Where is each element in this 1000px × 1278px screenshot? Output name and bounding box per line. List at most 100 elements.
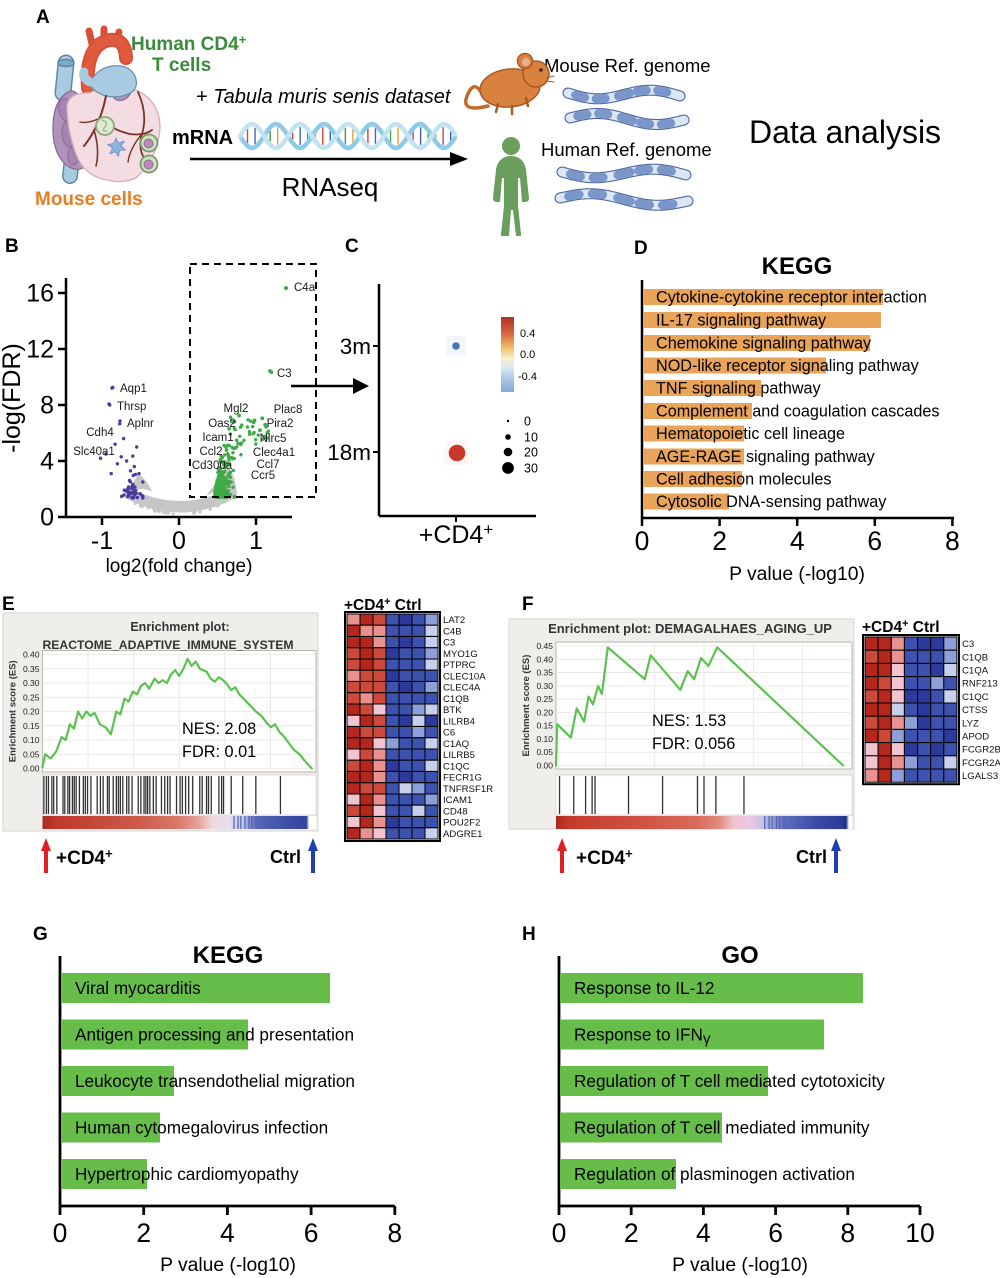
- svg-text:0.35: 0.35: [536, 668, 553, 678]
- svg-text:Human Ref. genome: Human Ref. genome: [541, 139, 712, 160]
- svg-text:B: B: [5, 236, 19, 257]
- svg-text:C1AQ: C1AQ: [443, 739, 469, 750]
- svg-text:Icam1: Icam1: [202, 432, 233, 444]
- svg-text:GO: GO: [721, 942, 758, 969]
- svg-text:Data analysis: Data analysis: [749, 114, 941, 150]
- svg-text:NOD-like receptor signaling pa: NOD-like receptor signaling pathway: [656, 357, 920, 375]
- svg-text:RNAseq: RNAseq: [282, 172, 379, 202]
- svg-text:MYO1G: MYO1G: [443, 649, 478, 660]
- svg-text:20: 20: [524, 446, 538, 460]
- svg-text:0.05: 0.05: [23, 749, 40, 759]
- svg-text:+CD4+: +CD4+: [56, 846, 113, 869]
- svg-text:Regulation of T cell mediated: Regulation of T cell mediated immunity: [574, 1118, 870, 1138]
- svg-text:+CD4+: +CD4+: [419, 520, 494, 549]
- svg-text:FCGR2B: FCGR2B: [962, 745, 1000, 756]
- svg-text:P value (-log10): P value (-log10): [729, 564, 865, 585]
- svg-text:Ccr5: Ccr5: [251, 470, 275, 482]
- svg-text:Clec4a1: Clec4a1: [253, 447, 295, 459]
- svg-text:Enrichment score (ES): Enrichment score (ES): [521, 655, 532, 757]
- svg-text:Ctrl: Ctrl: [796, 847, 827, 867]
- svg-text:-log(FDR): -log(FDR): [0, 343, 26, 453]
- svg-text:0.40: 0.40: [23, 650, 40, 660]
- svg-text:30: 30: [524, 462, 538, 476]
- svg-text:0: 0: [552, 1218, 567, 1248]
- svg-text:0.4: 0.4: [520, 328, 535, 340]
- svg-text:Response to IL-12: Response to IL-12: [574, 978, 714, 998]
- svg-text:KEGG: KEGG: [193, 942, 264, 969]
- svg-text:FECR1G: FECR1G: [443, 773, 482, 784]
- svg-text:0.30: 0.30: [23, 678, 40, 688]
- svg-text:0.30: 0.30: [536, 681, 553, 691]
- svg-text:6: 6: [867, 526, 882, 556]
- svg-text:CLEC4A: CLEC4A: [443, 683, 481, 694]
- svg-text:4: 4: [790, 526, 805, 556]
- svg-text:FDR: 0.056: FDR: 0.056: [652, 735, 735, 753]
- svg-text:LGALS3: LGALS3: [962, 771, 998, 782]
- svg-text:Mouse Ref. genome: Mouse Ref. genome: [544, 55, 711, 76]
- svg-text:6: 6: [768, 1218, 783, 1248]
- svg-text:RNF213: RNF213: [962, 679, 998, 690]
- svg-text:BTK: BTK: [443, 705, 462, 716]
- svg-text:F: F: [522, 594, 534, 615]
- svg-text:Hypertrophic cardiomyopathy: Hypertrophic cardiomyopathy: [75, 1164, 299, 1184]
- svg-text:2: 2: [712, 526, 727, 556]
- svg-text:10: 10: [524, 431, 538, 445]
- svg-text:Leukocyte transendothelial mig: Leukocyte transendothelial migration: [75, 1071, 355, 1091]
- svg-text:0.10: 0.10: [23, 735, 40, 745]
- svg-text:C1QA: C1QA: [962, 666, 989, 677]
- svg-text:+CD4+: +CD4+: [576, 846, 633, 869]
- svg-text:Aplnr: Aplnr: [127, 418, 154, 430]
- svg-text:Regulation of plasminogen acti: Regulation of plasminogen activation: [574, 1164, 855, 1184]
- svg-text:2: 2: [136, 1218, 151, 1248]
- svg-text:C6: C6: [443, 728, 455, 739]
- svg-text:0: 0: [172, 527, 186, 555]
- svg-text:C4B: C4B: [443, 626, 462, 637]
- svg-text:CTSS: CTSS: [962, 705, 988, 716]
- svg-text:mRNA: mRNA: [172, 127, 233, 149]
- svg-text:Cytokine-cytokine receptor int: Cytokine-cytokine receptor interaction: [656, 289, 927, 307]
- svg-text:Plac8: Plac8: [274, 404, 303, 416]
- svg-text:APOD: APOD: [962, 732, 989, 743]
- svg-text:0.35: 0.35: [23, 664, 40, 674]
- svg-text:-0.4: -0.4: [518, 371, 537, 383]
- svg-text:POU2F2: POU2F2: [443, 818, 480, 829]
- svg-text:C4a: C4a: [294, 282, 316, 294]
- svg-text:KEGG: KEGG: [762, 253, 833, 280]
- svg-text:LILRB4: LILRB4: [443, 716, 476, 727]
- svg-text:0.45: 0.45: [536, 641, 553, 651]
- svg-text:Human CD4+: Human CD4+: [131, 32, 247, 55]
- svg-text:Thrsp: Thrsp: [117, 401, 146, 413]
- svg-text:Aqp1: Aqp1: [120, 383, 147, 395]
- svg-text:D: D: [634, 238, 648, 259]
- svg-text:Enrichment plot: DEMAGALHAES_A: Enrichment plot: DEMAGALHAES_AGING_UP: [548, 621, 832, 636]
- svg-text:ICAM1: ICAM1: [443, 795, 472, 806]
- svg-text:8: 8: [387, 1218, 402, 1248]
- svg-text:0: 0: [635, 526, 650, 556]
- svg-text:Pira2: Pira2: [267, 418, 294, 430]
- svg-text:FDR: 0.01: FDR: 0.01: [182, 743, 256, 761]
- svg-text:0.25: 0.25: [23, 692, 40, 702]
- svg-text:Mouse cells: Mouse cells: [35, 189, 143, 210]
- svg-text:LAT2: LAT2: [443, 615, 465, 626]
- svg-text:Enrichment plot:: Enrichment plot:: [130, 620, 229, 634]
- svg-text:NES: 1.53: NES: 1.53: [652, 712, 726, 730]
- svg-text:16: 16: [26, 280, 54, 308]
- svg-text:C: C: [345, 236, 359, 257]
- svg-text:LYZ: LYZ: [962, 718, 979, 729]
- svg-text:G: G: [33, 924, 48, 945]
- svg-text:E: E: [2, 594, 15, 615]
- svg-text:4: 4: [220, 1218, 235, 1248]
- svg-text:0.15: 0.15: [536, 721, 553, 731]
- svg-text:Cytosolic DNA-sensing pathway: Cytosolic DNA-sensing pathway: [656, 493, 887, 511]
- svg-text:Antigen processing and present: Antigen processing and presentation: [75, 1025, 354, 1045]
- svg-text:Cell adhesion molecules: Cell adhesion molecules: [656, 471, 831, 489]
- svg-text:T cells: T cells: [152, 55, 211, 76]
- svg-text:C1QB: C1QB: [443, 694, 469, 705]
- svg-text:10: 10: [905, 1218, 934, 1248]
- svg-text:0.0: 0.0: [520, 349, 535, 361]
- svg-text:2: 2: [624, 1218, 639, 1248]
- svg-text:18m: 18m: [327, 440, 371, 465]
- svg-text:Chemokine signaling pathway: Chemokine signaling pathway: [656, 335, 872, 353]
- svg-text:log2(fold change): log2(fold change): [106, 556, 253, 577]
- svg-text:P value (-log10): P value (-log10): [672, 1255, 808, 1276]
